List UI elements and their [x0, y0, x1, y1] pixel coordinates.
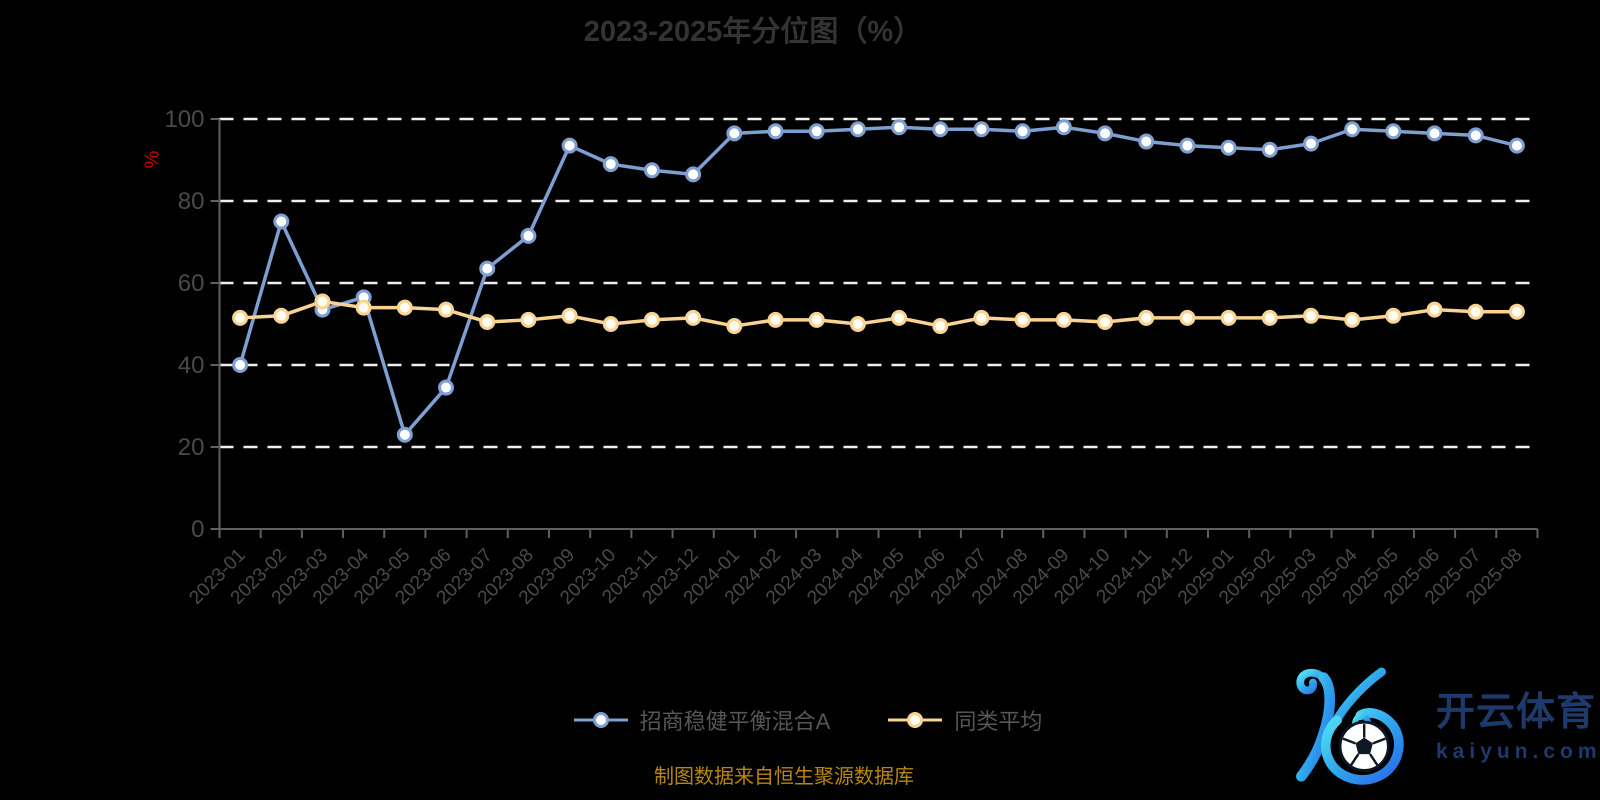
data-point[interactable] [520, 311, 537, 328]
data-point[interactable] [1344, 311, 1361, 328]
data-point[interactable] [726, 125, 743, 142]
series-peer-average [232, 293, 1525, 335]
data-point[interactable] [767, 311, 784, 328]
data-point[interactable] [643, 162, 660, 179]
data-point[interactable] [1138, 309, 1155, 326]
legend-item-fund[interactable]: 招商稳健平衡混合A [573, 704, 831, 736]
data-point[interactable] [1344, 121, 1361, 138]
data-point[interactable] [808, 123, 825, 140]
data-point[interactable] [1220, 309, 1237, 326]
gridlines [219, 117, 1538, 449]
data-point[interactable] [1302, 135, 1319, 152]
kaiyun-logo-text: 开云体育 kaiyun.com [1436, 693, 1600, 762]
data-point[interactable] [1261, 141, 1278, 158]
data-point[interactable] [232, 357, 249, 373]
svg-text:0: 0 [191, 516, 204, 543]
data-source-note: 制图数据来自恒生聚源数据库 [654, 766, 914, 788]
svg-text:40: 40 [178, 352, 205, 379]
series-line [238, 125, 1518, 437]
data-point[interactable] [314, 293, 331, 310]
data-point[interactable] [1055, 311, 1072, 328]
data-point[interactable] [1179, 137, 1196, 154]
data-point[interactable] [1385, 123, 1402, 140]
peer-average-legend-marker-icon [888, 712, 943, 728]
kaiyun-domain: kaiyun.com [1436, 739, 1600, 763]
data-point[interactable] [973, 309, 990, 326]
y-axis-labels: 0 20 40 60 80 100 [164, 106, 204, 543]
data-point[interactable] [520, 227, 537, 244]
chart-legend: 招商稳健平衡混合A 同类平均 [16, 704, 1600, 736]
series-line [240, 299, 1517, 328]
series-fund [232, 119, 1525, 443]
svg-text:60: 60 [178, 270, 205, 297]
kaiyun-logo[interactable]: 开云体育 kaiyun.com [1283, 664, 1600, 790]
data-point[interactable] [849, 316, 866, 332]
data-point[interactable] [355, 299, 372, 316]
data-point[interactable] [602, 156, 619, 173]
data-point[interactable] [767, 123, 784, 140]
x-axis-labels: 2023-012023-022023-032023-042023-052023-… [185, 544, 1526, 608]
data-point[interactable] [1261, 309, 1278, 326]
data-point[interactable] [232, 309, 249, 326]
data-point[interactable] [1508, 303, 1525, 320]
data-point[interactable] [479, 313, 496, 330]
data-point[interactable] [273, 213, 290, 230]
data-point[interactable] [1508, 137, 1525, 154]
data-point[interactable] [1385, 307, 1402, 324]
axes [210, 118, 1539, 538]
data-point[interactable] [932, 121, 949, 138]
percentile-line-chart: 0 20 40 60 80 100 2023-012023-022023-032023-04… [164, 106, 1539, 609]
data-point[interactable] [1426, 301, 1443, 318]
data-point[interactable] [932, 318, 949, 335]
data-point[interactable] [726, 318, 743, 335]
data-point[interactable] [396, 299, 413, 316]
data-point[interactable] [561, 307, 578, 324]
data-point[interactable] [438, 301, 455, 318]
data-point[interactable] [396, 426, 413, 443]
data-point[interactable] [685, 166, 702, 183]
svg-text:80: 80 [178, 188, 205, 215]
data-point[interactable] [891, 309, 908, 326]
data-point[interactable] [1055, 119, 1072, 136]
soccer-ball-icon [1338, 720, 1390, 772]
data-point[interactable] [808, 311, 825, 328]
data-point[interactable] [1138, 133, 1155, 150]
data-point[interactable] [438, 379, 455, 396]
data-point[interactable] [849, 121, 866, 138]
data-point[interactable] [643, 311, 660, 328]
legend-label-fund: 招商稳健平衡混合A [639, 709, 831, 734]
data-point[interactable] [1097, 313, 1114, 330]
data-point[interactable] [973, 121, 990, 138]
data-point[interactable] [1467, 303, 1484, 320]
legend-item-peer-average[interactable]: 同类平均 [888, 704, 1042, 736]
data-point[interactable] [1220, 139, 1237, 156]
svg-text:20: 20 [178, 434, 205, 461]
data-point[interactable] [891, 119, 908, 136]
data-point[interactable] [479, 260, 496, 277]
data-point[interactable] [685, 309, 702, 326]
data-point[interactable] [1097, 125, 1114, 142]
data-point[interactable] [1426, 125, 1443, 142]
data-point[interactable] [1302, 307, 1319, 324]
data-point[interactable] [1014, 311, 1031, 328]
data-point[interactable] [1014, 123, 1031, 140]
data-point[interactable] [1179, 309, 1196, 326]
data-point[interactable] [1467, 127, 1484, 144]
fund-legend-marker-icon [573, 712, 628, 728]
legend-label-peer-average: 同类平均 [954, 709, 1043, 734]
data-point[interactable] [561, 137, 578, 154]
svg-text:100: 100 [164, 106, 204, 133]
data-point[interactable] [602, 316, 619, 332]
kaiyun-brand-name: 开云体育 [1436, 690, 1597, 734]
data-point[interactable] [273, 307, 290, 324]
page-title: 2023-2025年分位图（%） [583, 16, 923, 48]
kaiyun-emblem-icon [1296, 667, 1404, 785]
